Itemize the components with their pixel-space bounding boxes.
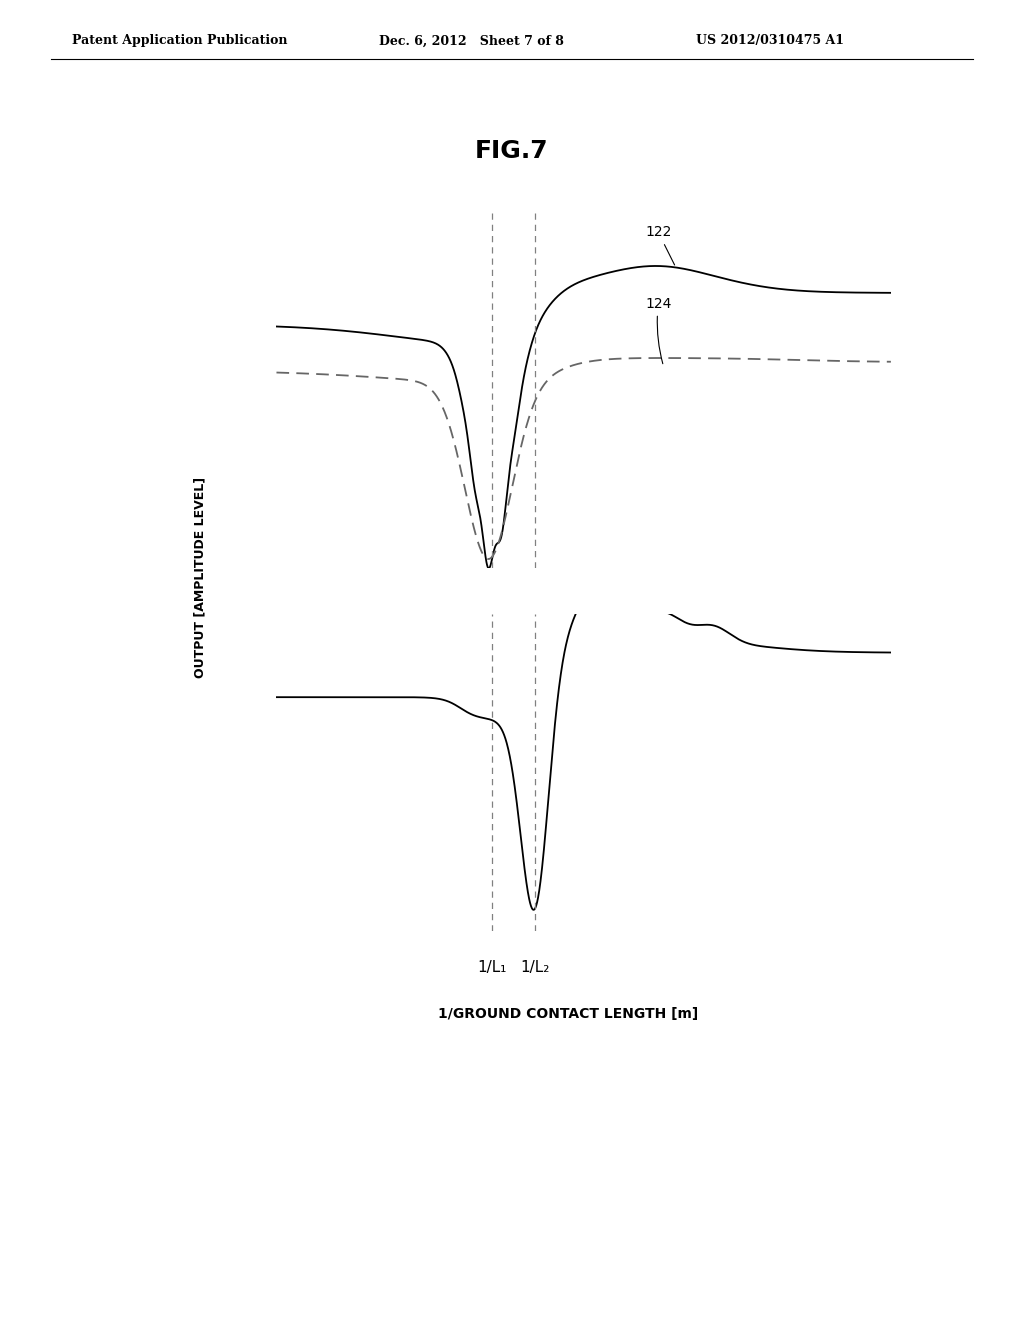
Text: 1/L₁: 1/L₁ bbox=[477, 960, 506, 974]
Text: US 2012/0310475 A1: US 2012/0310475 A1 bbox=[696, 34, 845, 48]
Text: 1/GROUND CONTACT LENGTH [m]: 1/GROUND CONTACT LENGTH [m] bbox=[438, 1007, 698, 1022]
Text: 1/L₂: 1/L₂ bbox=[520, 960, 549, 974]
Text: Patent Application Publication: Patent Application Publication bbox=[72, 34, 287, 48]
Text: 122: 122 bbox=[645, 226, 675, 265]
Text: FIG.7: FIG.7 bbox=[475, 139, 549, 162]
Text: 124: 124 bbox=[645, 297, 672, 364]
Text: Dec. 6, 2012   Sheet 7 of 8: Dec. 6, 2012 Sheet 7 of 8 bbox=[379, 34, 564, 48]
Text: OUTPUT [AMPLITUDE LEVEL]: OUTPUT [AMPLITUDE LEVEL] bbox=[194, 477, 206, 678]
